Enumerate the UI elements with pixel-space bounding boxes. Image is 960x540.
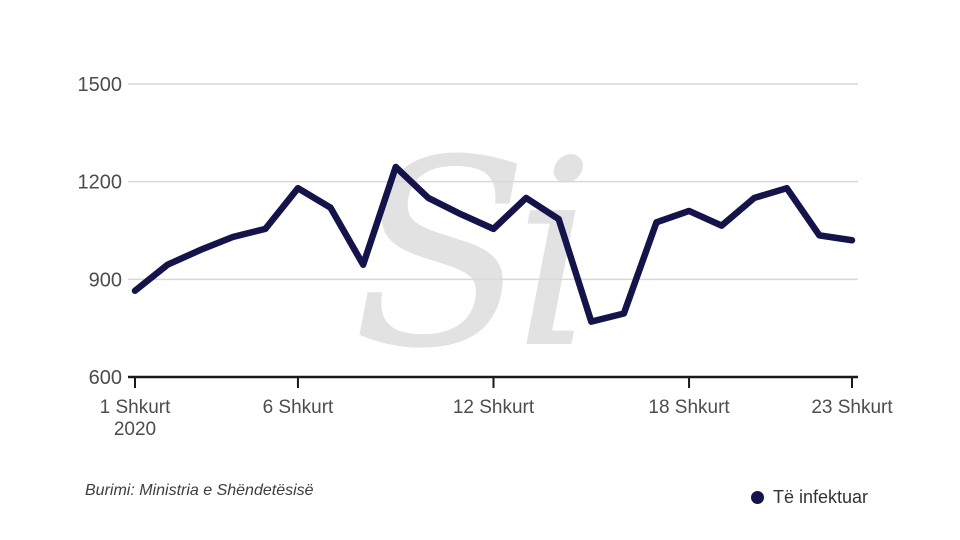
x-axis-label-6: 6 Shkurt: [263, 397, 334, 418]
y-axis-label-1500: 1500: [78, 74, 123, 96]
y-axis-label-900: 900: [89, 269, 122, 291]
legend-label: Të infektuar: [773, 487, 869, 507]
series-line-te-infektuar: [131, 163, 856, 325]
legend-marker-icon: [751, 491, 764, 504]
x-axis-label-23: 23 Shkurt: [811, 397, 893, 418]
x-axis-label-12: 12 Shkurt: [453, 397, 535, 418]
y-axis-label-1200: 1200: [78, 172, 123, 194]
legend: Të infektuar: [751, 487, 868, 508]
source-note: Burimi: Ministria e Shëndetësisë: [85, 482, 314, 499]
x-axis-label-1: 1 Shkurt: [100, 397, 171, 418]
y-axis-label-600: 600: [89, 367, 122, 389]
x-axis-label-18: 18 Shkurt: [648, 397, 730, 418]
x-axis-label-1: 2020: [114, 419, 156, 440]
